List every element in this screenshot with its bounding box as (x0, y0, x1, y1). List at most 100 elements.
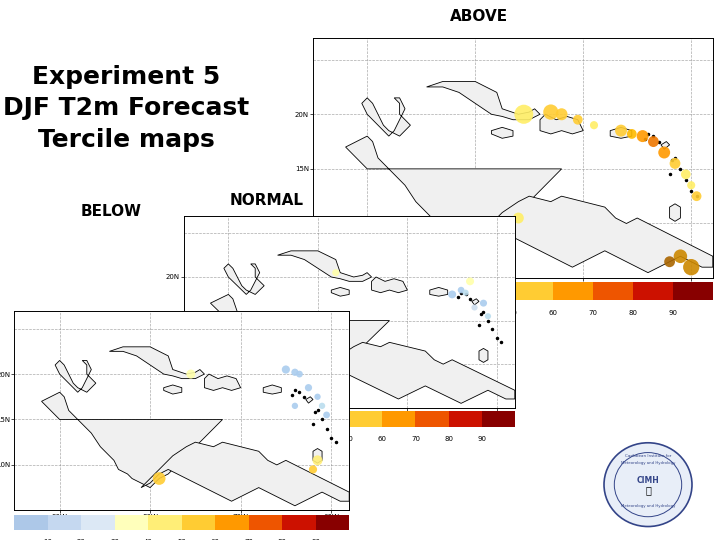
Circle shape (648, 136, 659, 147)
Circle shape (466, 278, 474, 285)
Bar (48, 515, 81, 530)
Polygon shape (492, 127, 513, 138)
Bar (473, 282, 513, 300)
Text: 🚢: 🚢 (645, 485, 651, 495)
Bar (633, 282, 673, 300)
Circle shape (462, 289, 469, 296)
Bar (393, 282, 433, 300)
Polygon shape (55, 361, 96, 392)
Bar (449, 411, 482, 427)
Circle shape (485, 313, 491, 319)
Circle shape (448, 291, 456, 298)
Circle shape (458, 287, 464, 293)
Circle shape (670, 158, 680, 169)
Bar (282, 515, 316, 530)
Circle shape (315, 394, 320, 400)
Text: 40: 40 (144, 539, 153, 540)
Circle shape (604, 443, 692, 526)
Text: 10: 10 (212, 436, 221, 442)
Bar (553, 282, 593, 300)
Bar (115, 515, 148, 530)
Text: 30: 30 (279, 436, 287, 442)
Bar (349, 411, 382, 427)
Polygon shape (661, 141, 670, 149)
Bar (593, 282, 633, 300)
Text: 30: 30 (110, 539, 120, 540)
Circle shape (556, 108, 567, 120)
Circle shape (615, 125, 627, 137)
Polygon shape (278, 251, 372, 281)
Text: 60: 60 (378, 436, 387, 442)
Polygon shape (346, 136, 562, 251)
Text: 80: 80 (629, 310, 637, 316)
Text: 50: 50 (508, 310, 518, 316)
Text: Caribbean Institute for: Caribbean Institute for (625, 454, 671, 458)
Circle shape (683, 259, 699, 275)
Polygon shape (670, 204, 680, 221)
Text: 30: 30 (428, 310, 438, 316)
Text: 70: 70 (588, 310, 598, 316)
Text: 90: 90 (311, 539, 320, 540)
Polygon shape (42, 392, 222, 488)
Circle shape (323, 411, 330, 418)
Bar (382, 411, 415, 427)
Polygon shape (472, 299, 479, 305)
Circle shape (431, 223, 444, 235)
Circle shape (514, 105, 534, 124)
Bar (215, 515, 249, 530)
Text: 80: 80 (444, 436, 453, 442)
Text: NORMAL: NORMAL (230, 193, 303, 208)
Bar (482, 411, 515, 427)
Text: 50: 50 (177, 539, 186, 540)
Circle shape (312, 455, 323, 465)
Text: 40: 40 (469, 310, 477, 316)
Bar (81, 515, 115, 530)
Circle shape (305, 384, 312, 392)
Circle shape (480, 300, 487, 307)
Text: Experiment 5
DJF T2m Forecast
Tercile maps: Experiment 5 DJF T2m Forecast Tercile ma… (3, 65, 249, 152)
Polygon shape (264, 385, 282, 394)
Bar (672, 282, 713, 300)
Polygon shape (163, 385, 181, 394)
Bar (182, 515, 215, 530)
Polygon shape (109, 347, 204, 379)
Circle shape (658, 146, 670, 159)
Polygon shape (611, 127, 632, 138)
Bar (316, 515, 349, 530)
Text: ABOVE: ABOVE (450, 9, 508, 24)
Circle shape (480, 233, 492, 247)
Circle shape (513, 213, 524, 224)
Polygon shape (210, 294, 390, 386)
Bar (217, 411, 250, 427)
Text: 10: 10 (43, 539, 53, 540)
Circle shape (681, 170, 690, 179)
Bar (250, 411, 283, 427)
Circle shape (322, 377, 332, 386)
Text: 20: 20 (77, 539, 86, 540)
Text: 90: 90 (477, 436, 486, 442)
Bar (513, 282, 553, 300)
Text: 20: 20 (389, 310, 397, 316)
Circle shape (309, 465, 317, 474)
Text: 40: 40 (312, 436, 320, 442)
Bar (184, 411, 217, 427)
Circle shape (472, 305, 477, 310)
Text: 60: 60 (549, 310, 557, 316)
Circle shape (692, 191, 701, 201)
Bar (249, 515, 282, 530)
Bar (415, 411, 449, 427)
Polygon shape (362, 98, 410, 136)
Circle shape (573, 115, 582, 125)
Circle shape (292, 369, 299, 376)
Polygon shape (331, 287, 349, 296)
Polygon shape (430, 287, 448, 296)
Polygon shape (141, 442, 349, 506)
Text: 10: 10 (348, 310, 358, 316)
Circle shape (590, 121, 598, 129)
Text: 50: 50 (345, 436, 354, 442)
Text: CIMH: CIMH (636, 476, 660, 485)
Circle shape (153, 472, 166, 485)
Polygon shape (313, 449, 322, 463)
Text: Meteorology and Hydrology: Meteorology and Hydrology (621, 504, 675, 508)
Text: 70: 70 (411, 436, 420, 442)
